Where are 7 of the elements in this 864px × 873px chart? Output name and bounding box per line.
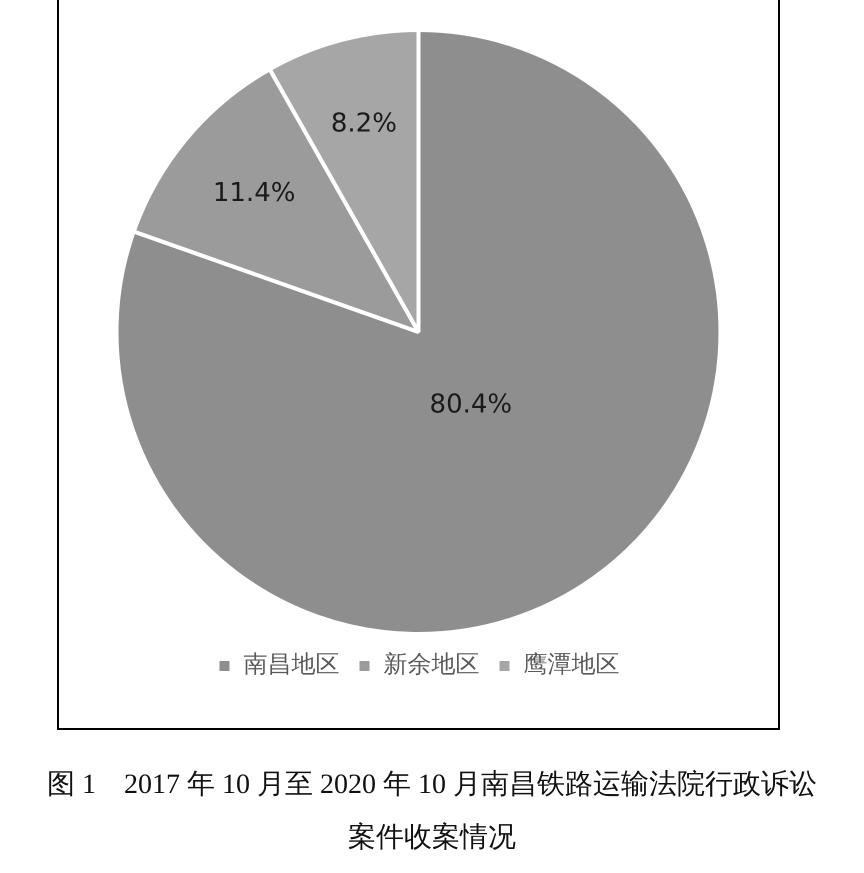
legend-label: 鹰潭地区 [524,650,620,678]
data-label: 11.4% [212,178,296,208]
data-label: 8.2% [330,108,397,138]
legend-label: 新余地区 [384,650,480,678]
text: 图 1 2017 年 10 月至 2020 年 10 月南昌铁路运输法院行政诉讼案件收案情况 [46,768,818,855]
data-label: 80.4% [430,390,512,420]
legend-label: 南昌地区 [244,650,340,678]
